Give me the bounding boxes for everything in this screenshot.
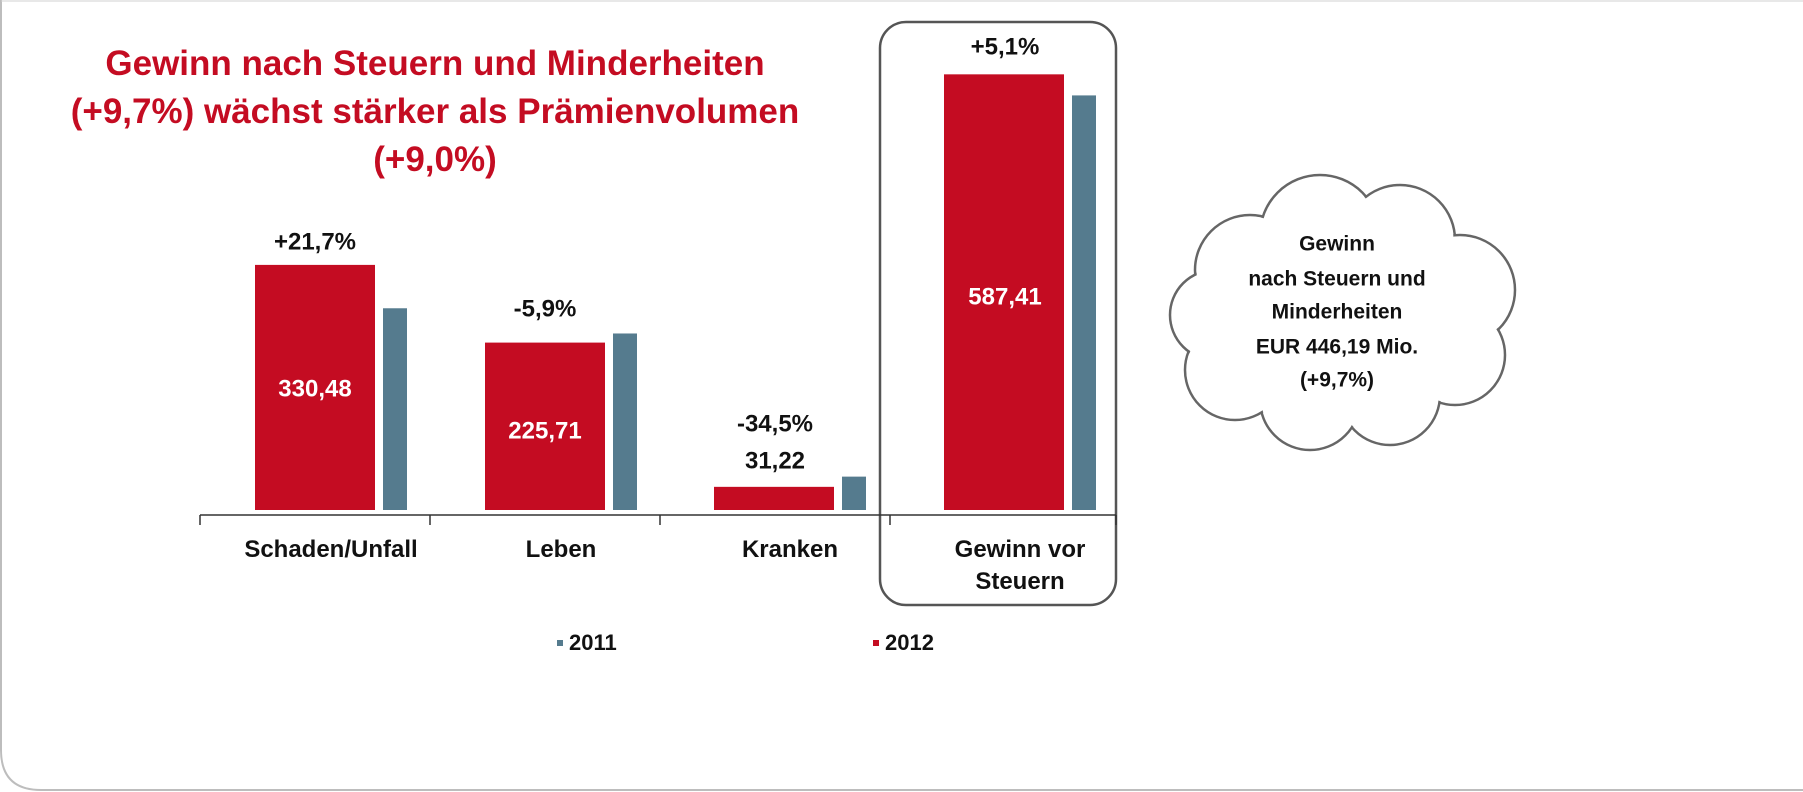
annotation: EUR 446,19 Mio. [1256, 336, 1418, 359]
bar [1072, 95, 1096, 511]
legend-label: 2012 [885, 630, 934, 655]
change-label: +21,7% [274, 228, 356, 255]
change-label: -34,5% [737, 410, 813, 437]
x-tick-label: Kranken [741, 536, 839, 563]
bar [613, 333, 637, 510]
bar [383, 308, 407, 510]
data-label: 225,71 [508, 417, 581, 444]
title-box: Gewinn nach Steuern und Minderheiten (+9… [70, 44, 800, 179]
change-label: +5,1% [971, 33, 1040, 60]
cloud [1168, 173, 1517, 452]
data-label: 330,48 [278, 375, 351, 402]
x-tick-label-box: Kranken [741, 536, 839, 563]
cloud-core [1208, 228, 1468, 408]
x-tick-label-box: Schaden/Unfall [244, 536, 418, 563]
x-tick-label: Leben [525, 536, 597, 563]
annotation: Gewinn [1299, 233, 1375, 256]
highlight-box [878, 20, 1118, 607]
chart-title: Gewinn nach Steuern und Minderheiten (+9… [70, 44, 800, 179]
bar [714, 486, 834, 510]
change-label: -5,9% [514, 295, 577, 322]
annotation: Minderheiten [1272, 301, 1403, 324]
bar [944, 74, 1064, 510]
x-tick-label: Gewinn vor Steuern [954, 536, 1086, 595]
legend-swatch [873, 640, 879, 646]
annotation: (+9,7%) [1300, 369, 1374, 392]
bar [842, 476, 866, 510]
bar [255, 264, 375, 510]
x-tick-label: Schaden/Unfall [244, 536, 418, 563]
bar [485, 342, 605, 510]
data-label: 31,22 [745, 447, 805, 474]
x-tick-label-box: Gewinn vor Steuern [954, 536, 1086, 595]
data-label: 587,41 [968, 283, 1041, 310]
legend-swatch [557, 640, 563, 646]
annotation: nach Steuern und [1248, 268, 1425, 291]
x-tick-label-box: Leben [525, 536, 597, 563]
legend-label: 2011 [569, 630, 617, 655]
